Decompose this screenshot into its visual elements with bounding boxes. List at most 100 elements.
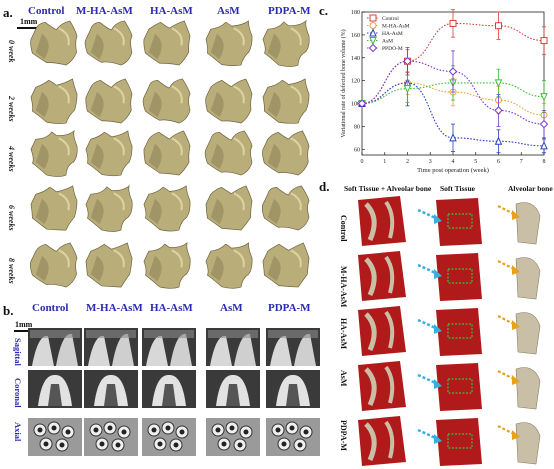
ct-slice-r0-c0: [28, 328, 82, 366]
panel-a-col-4: PDPA-M: [268, 5, 311, 17]
series-line-2: [361, 82, 545, 147]
x-tick-label-1: 1: [383, 159, 386, 165]
x-tick-label-6: 6: [497, 159, 500, 165]
render-combined-r0: [358, 196, 406, 246]
x-axis-label: Time post operation (week): [417, 167, 489, 174]
legend-item-3: AsM: [367, 37, 393, 46]
y-tick-label-2: 100: [351, 102, 360, 108]
panel-a-letter: a.: [3, 5, 13, 20]
panel-b-col-0: Control: [32, 302, 69, 314]
y-tick-label-4: 140: [351, 56, 360, 62]
y-axis-label: Variational rate of defected bone volume…: [340, 29, 347, 137]
panel-d-header-soft-tissue-bone: Soft Tissue + Alveolar bone: [344, 184, 432, 193]
model-r0-c1: [84, 20, 133, 66]
panel-c-letter: c.: [319, 3, 329, 18]
panel-a-scalebar-label: 1mm: [20, 17, 38, 26]
model-r1-c0: [30, 78, 78, 124]
panel-a-col-0: Control: [28, 5, 65, 17]
render-combined-r3: [358, 361, 406, 411]
panel-b-col-4: PDPA-M: [268, 302, 311, 314]
model-r2-c0: [30, 129, 78, 177]
legend-label-4: PPDO-M: [382, 46, 403, 52]
ct-slice-r0-c4: [266, 328, 320, 366]
point-4-4: [539, 119, 549, 129]
ct-slice-r2-c1: [84, 418, 138, 456]
model-r4-c3: [205, 242, 253, 289]
point-0-4: [540, 37, 548, 45]
y-tick-label-6: 180: [351, 10, 360, 16]
x-tick-label-8: 8: [543, 159, 546, 165]
render-bone-r0: [497, 202, 541, 245]
y-tick-label-5: 160: [351, 33, 360, 39]
x-tick-label-7: 7: [520, 159, 523, 165]
point-4-0: [357, 99, 367, 108]
bone-volume-chart: 0 1 2 3 4 5 6 7 8 60 80 100 120 140 160 180 Time post op…: [340, 9, 549, 174]
panel-d-header-alveolar-bone: Alveolar bone: [508, 184, 553, 193]
render-bone-r1: [497, 257, 541, 300]
panel-d-header-soft-tissue: Soft Tissue: [440, 184, 475, 193]
point-2-2: [449, 133, 457, 142]
series-line-3: [361, 82, 545, 105]
legend-marker-3: [369, 37, 377, 46]
ct-slice-r1-c2: [142, 370, 196, 408]
ct-slice-r1-c3: [206, 370, 260, 408]
ct-slice-r2-c3: [206, 418, 260, 456]
point-4-1: [403, 56, 412, 66]
panel-b-col-3: AsM: [220, 302, 243, 314]
model-r2-c3: [204, 130, 253, 176]
model-r4-c2: [143, 241, 191, 289]
model-r0-c3: [205, 20, 253, 66]
model-r3-c0: [30, 185, 78, 231]
model-r1-c4: [262, 78, 310, 124]
render-softtissue-r3: [417, 363, 482, 411]
point-3-1: [403, 85, 412, 94]
ct-slice-r0-c3: [206, 328, 260, 366]
x-tick-label-5: 5: [474, 159, 477, 165]
model-r4-c4: [262, 242, 310, 288]
model-r0-c2: [143, 20, 191, 66]
point-4-2: [448, 67, 458, 76]
legend-marker-1: [369, 22, 377, 29]
x-tick-label-0: 0: [361, 159, 364, 165]
model-r1-c1: [85, 78, 133, 124]
legend-marker-0: [369, 14, 377, 22]
ct-slice-r2-c4: [266, 418, 320, 456]
y-tick-label-0: 60: [354, 147, 360, 153]
model-r4-c1: [85, 242, 133, 288]
model-r0-c4: [262, 19, 310, 67]
legend-label-3: AsM: [382, 39, 393, 45]
panel-b-scalebar-line: [14, 330, 40, 332]
series-4: [357, 47, 549, 139]
render-bone-r2: [497, 312, 541, 355]
render-softtissue-r0: [417, 198, 482, 246]
point-0-2: [449, 19, 457, 27]
point-2-3: [494, 136, 503, 145]
legend-label-2: HA-AsM: [382, 31, 403, 37]
render-softtissue-r1: [417, 253, 482, 301]
x-tick-label-2: 2: [406, 159, 409, 165]
model-r3-c2: [143, 185, 191, 232]
model-r3-c4: [261, 185, 310, 231]
panel-a-model-grid: [29, 19, 310, 289]
panel-a-col-1: M-HA-AsM: [76, 5, 133, 17]
model-r2-c2: [143, 130, 191, 176]
render-combined-r2: [358, 306, 406, 356]
y-tick-label-1: 80: [354, 124, 360, 130]
legend-item-4: PPDO-M: [367, 43, 403, 53]
ct-slice-r2-c0: [28, 418, 82, 456]
model-r2-c4: [262, 130, 310, 176]
x-tick-label-4: 4: [452, 159, 455, 165]
legend-label-1: M-HA-AsM: [382, 24, 410, 30]
point-3-3: [494, 79, 503, 88]
point-3-4: [540, 93, 548, 102]
ct-slice-r1-c4: [266, 370, 320, 408]
ct-slice-r2-c2: [142, 418, 196, 456]
ct-slice-r0-c1: [84, 328, 138, 366]
legend-item-1: M-HA-AsM: [367, 22, 410, 30]
model-r0-c0: [30, 20, 78, 66]
render-bone-r3: [497, 367, 541, 410]
legend-label-0: Control: [382, 16, 399, 22]
panel-b-scalebar-label: 1mm: [15, 320, 33, 329]
render-bone-r4: [497, 422, 541, 465]
panel-b-letter: b.: [3, 303, 14, 318]
